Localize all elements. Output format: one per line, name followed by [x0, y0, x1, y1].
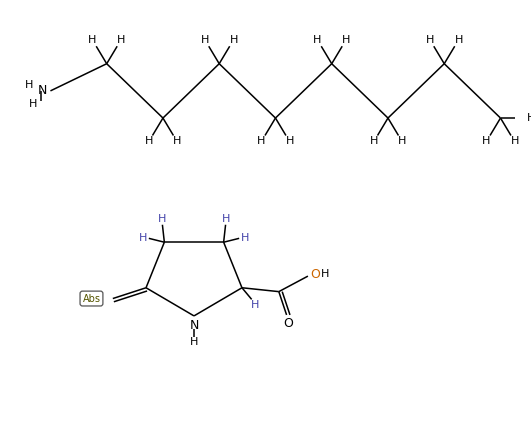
Text: H: H — [398, 137, 407, 146]
Text: H: H — [190, 337, 198, 347]
Text: H: H — [173, 137, 182, 146]
Text: Abs: Abs — [82, 294, 100, 304]
Text: H: H — [158, 214, 167, 224]
Text: N: N — [38, 84, 47, 97]
Text: H: H — [527, 113, 531, 123]
Text: H: H — [511, 137, 519, 146]
Text: H: H — [482, 137, 490, 146]
Text: H: H — [241, 233, 249, 243]
Text: H: H — [257, 137, 266, 146]
Text: H: H — [139, 233, 147, 243]
Text: H: H — [201, 35, 209, 45]
Text: O: O — [284, 317, 294, 330]
Text: H: H — [455, 35, 463, 45]
Text: H: H — [342, 35, 350, 45]
Text: H: H — [117, 35, 125, 45]
Text: N: N — [190, 319, 199, 332]
Text: H: H — [229, 35, 238, 45]
Text: H: H — [426, 35, 434, 45]
Text: H: H — [88, 35, 97, 45]
Text: H: H — [251, 300, 260, 310]
Text: H: H — [144, 137, 153, 146]
Text: H: H — [286, 137, 294, 146]
Text: H: H — [370, 137, 378, 146]
Text: H: H — [321, 269, 330, 279]
Text: H: H — [221, 214, 230, 224]
Text: H: H — [313, 35, 322, 45]
Text: H: H — [29, 99, 37, 109]
Text: O: O — [311, 268, 321, 281]
Text: H: H — [25, 80, 33, 90]
